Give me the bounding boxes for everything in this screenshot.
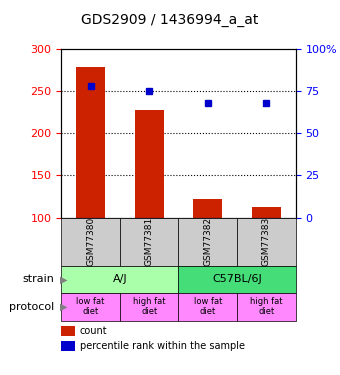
Text: C57BL/6J: C57BL/6J: [212, 274, 262, 284]
Bar: [135, 110, 164, 218]
Text: high fat
diet: high fat diet: [133, 297, 166, 316]
Text: strain: strain: [22, 274, 54, 284]
Text: low fat
diet: low fat diet: [76, 297, 105, 316]
Text: protocol: protocol: [9, 302, 54, 312]
Bar: [193, 199, 222, 217]
Text: percentile rank within the sample: percentile rank within the sample: [80, 341, 245, 351]
Text: GSM77380: GSM77380: [86, 217, 95, 267]
Bar: [252, 207, 281, 218]
Text: GSM77383: GSM77383: [262, 217, 271, 267]
Text: low fat
diet: low fat diet: [194, 297, 222, 316]
Text: GDS2909 / 1436994_a_at: GDS2909 / 1436994_a_at: [81, 13, 259, 27]
Text: A/J: A/J: [113, 274, 127, 284]
Text: GSM77382: GSM77382: [203, 217, 212, 266]
Bar: [76, 68, 105, 218]
Text: ▶: ▶: [59, 274, 67, 284]
Text: GSM77381: GSM77381: [145, 217, 154, 267]
Text: ▶: ▶: [59, 302, 67, 312]
Text: count: count: [80, 326, 107, 336]
Text: high fat
diet: high fat diet: [250, 297, 283, 316]
